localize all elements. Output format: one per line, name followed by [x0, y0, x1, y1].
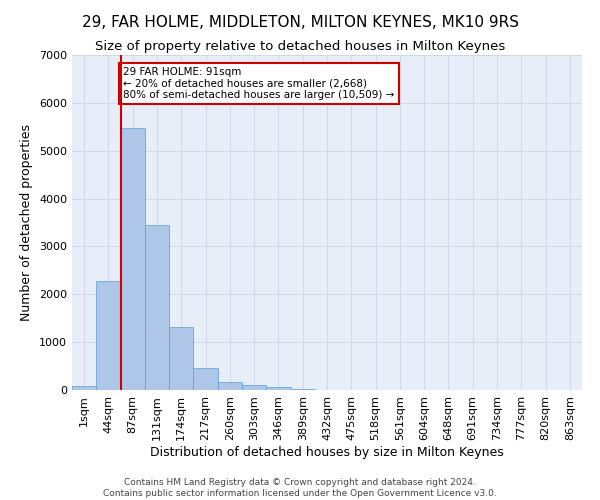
Text: 29, FAR HOLME, MIDDLETON, MILTON KEYNES, MK10 9RS: 29, FAR HOLME, MIDDLETON, MILTON KEYNES,… — [82, 15, 518, 30]
Bar — [266, 387, 290, 390]
Bar — [193, 368, 218, 390]
Bar — [96, 281, 121, 390]
Bar — [218, 382, 242, 390]
Text: 29 FAR HOLME: 91sqm
← 20% of detached houses are smaller (2,668)
80% of semi-det: 29 FAR HOLME: 91sqm ← 20% of detached ho… — [123, 67, 394, 100]
Text: Contains HM Land Registry data © Crown copyright and database right 2024.
Contai: Contains HM Land Registry data © Crown c… — [103, 478, 497, 498]
Bar — [242, 385, 266, 390]
Bar — [290, 388, 315, 390]
Bar — [169, 327, 193, 390]
Bar — [72, 386, 96, 390]
Y-axis label: Number of detached properties: Number of detached properties — [20, 124, 34, 321]
Bar — [145, 225, 169, 390]
X-axis label: Distribution of detached houses by size in Milton Keynes: Distribution of detached houses by size … — [150, 446, 504, 458]
Bar — [121, 128, 145, 390]
Text: Size of property relative to detached houses in Milton Keynes: Size of property relative to detached ho… — [95, 40, 505, 53]
